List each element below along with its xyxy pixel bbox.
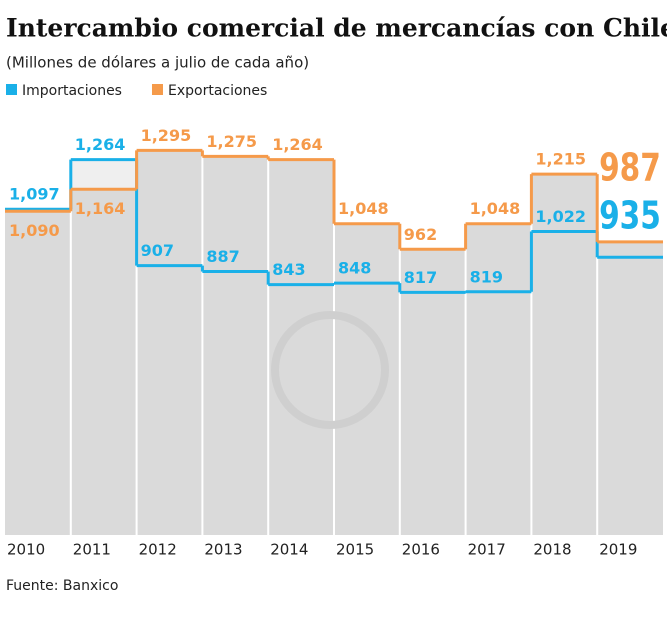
chart-title: Intercambio comercial de mercancías con … xyxy=(6,14,667,43)
plot-area: 2010 2011 2012 2013 2014 2015 2016 2017 2018 2019… xyxy=(5,126,663,559)
column xyxy=(5,211,71,535)
x-tick-label: 2013 xyxy=(204,541,242,559)
column xyxy=(465,223,532,535)
x-tick-label: 2011 xyxy=(73,541,111,559)
legend: Importaciones Exportaciones xyxy=(6,83,267,99)
column xyxy=(399,249,466,535)
value-label: 817 xyxy=(404,268,437,287)
legend-swatch xyxy=(151,84,163,95)
value-label: 1,048 xyxy=(470,199,521,218)
value-label: 1,264 xyxy=(75,135,126,154)
value-label: 935 xyxy=(599,194,661,239)
x-tick-label: 2016 xyxy=(402,541,440,559)
x-tick-label: 2019 xyxy=(599,541,637,559)
value-label: 1,164 xyxy=(75,199,126,218)
value-label: 907 xyxy=(141,241,174,260)
value-label: 1,090 xyxy=(9,221,60,240)
legend-swatch xyxy=(6,84,17,95)
column xyxy=(70,189,137,536)
value-label: 1,295 xyxy=(141,126,192,145)
legend-label: Exportaciones xyxy=(168,83,267,99)
value-label: 1,215 xyxy=(535,150,586,169)
chart-subtitle: (Millones de dólares a julio de cada año… xyxy=(6,54,309,72)
value-label: 987 xyxy=(599,146,661,191)
value-label: 843 xyxy=(272,260,305,279)
column xyxy=(136,150,203,535)
watermark xyxy=(271,311,389,429)
source: Fuente: Banxico xyxy=(6,578,118,594)
value-label: 819 xyxy=(470,267,503,286)
value-label: 1,264 xyxy=(272,135,323,154)
value-label: 1,275 xyxy=(206,132,257,151)
column xyxy=(202,156,269,535)
column xyxy=(597,241,663,535)
x-tick-label: 2012 xyxy=(139,541,177,559)
x-tick-label: 2014 xyxy=(270,541,308,559)
x-tick-label: 2018 xyxy=(533,541,571,559)
value-label: 1,097 xyxy=(9,185,60,204)
column xyxy=(334,223,400,535)
column xyxy=(531,174,598,535)
legend-label: Importaciones xyxy=(22,83,122,99)
value-label: 1,048 xyxy=(338,199,389,218)
value-label: 962 xyxy=(404,225,437,244)
x-tick-label: 2017 xyxy=(468,541,506,559)
value-label: 1,022 xyxy=(535,207,586,226)
value-label: 848 xyxy=(338,259,371,278)
value-label: 887 xyxy=(206,247,239,266)
x-tick-label: 2015 xyxy=(336,541,374,559)
x-tick-label: 2010 xyxy=(7,541,45,559)
